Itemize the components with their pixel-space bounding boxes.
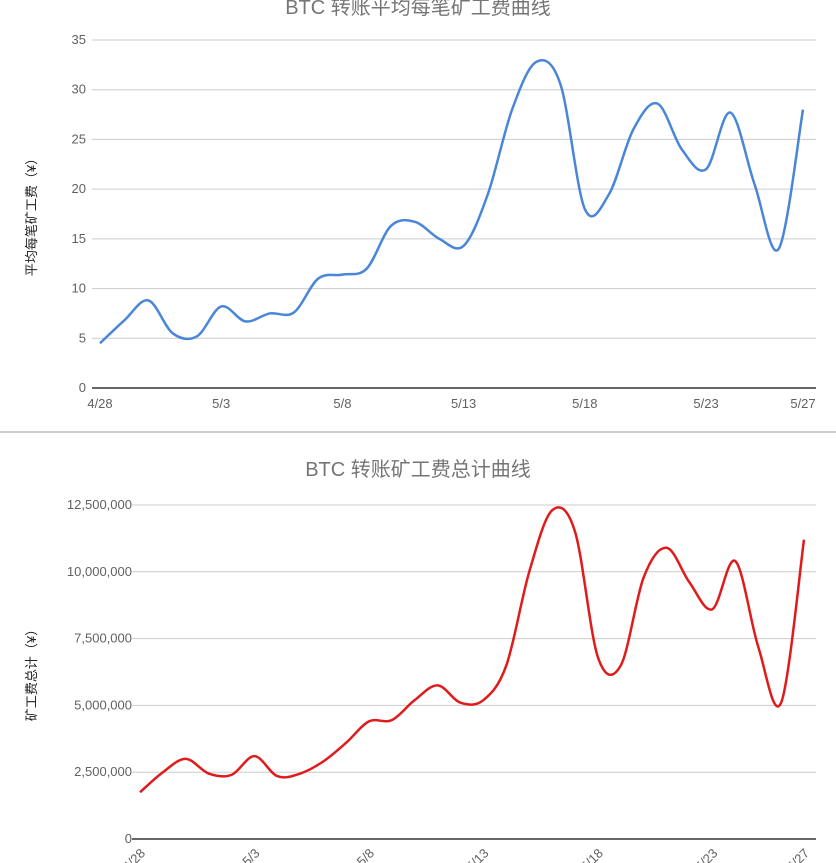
chart-title: BTC 转账平均每笔矿工费曲线 [285,0,551,19]
series-line [99,59,805,345]
y-tick-label: 5,000,000 [74,697,132,712]
x-tick-label: 5/27 [784,846,813,863]
x-tick-label: 5/8 [333,396,351,411]
x-tick-label: 4/28 [87,396,112,411]
x-tick-label: 5/18 [572,396,597,411]
y-tick-label: 0 [79,380,86,395]
y-tick-label: 20 [72,181,86,196]
y-axis-label: 矿工费总计（¥） [24,623,39,721]
x-tick-label: 5/27 [790,396,815,411]
x-tick-label: 5/18 [578,846,607,863]
x-tick-label: 5/13 [463,846,492,863]
y-tick-label: 7,500,000 [74,631,132,646]
x-tick-label: 5/3 [239,846,262,863]
x-tick-label: 5/8 [354,846,377,863]
y-tick-label: 2,500,000 [74,764,132,779]
x-tick-label: 5/23 [693,396,718,411]
series-line [139,506,806,794]
chart-title: BTC 转账矿工费总计曲线 [305,458,531,481]
x-tick-label: 5/23 [692,846,721,863]
y-tick-label: 25 [72,131,86,146]
y-tick-label: 30 [72,82,86,97]
y-tick-label: 12,500,000 [67,497,132,512]
y-tick-label: 10,000,000 [67,564,132,579]
y-tick-label: 15 [72,231,86,246]
x-tick-label: 5/3 [212,396,230,411]
y-axis-label: 平均每笔矿工费（¥） [24,152,39,276]
x-tick-label: 4/28 [120,846,149,863]
y-tick-label: 5 [79,330,86,345]
x-tick-label: 5/13 [451,396,476,411]
y-tick-label: 35 [72,32,86,47]
y-tick-label: 0 [125,831,132,846]
y-tick-label: 10 [72,281,86,296]
